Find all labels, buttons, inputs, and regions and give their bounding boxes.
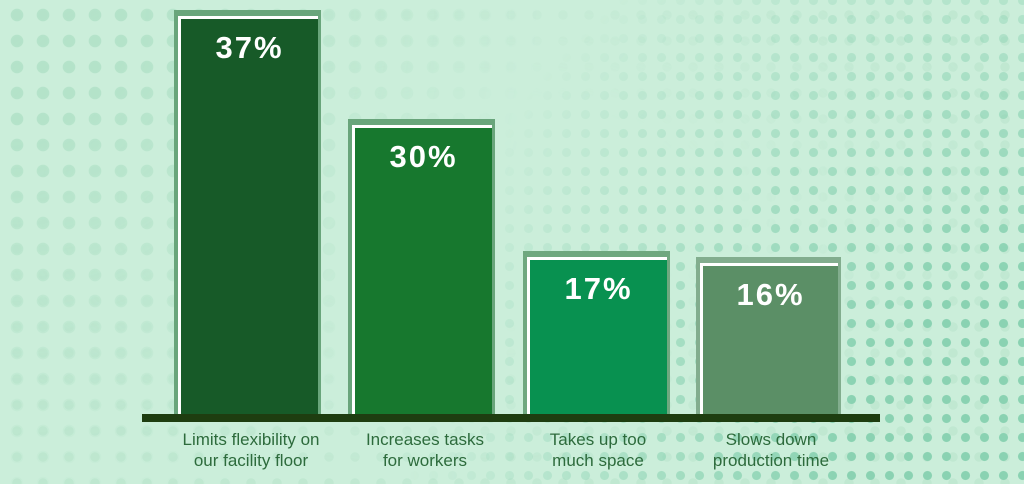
category-label: Increases tasks for workers <box>315 429 535 471</box>
category-label: Slows down production time <box>661 429 881 471</box>
category-label-line: production time <box>712 451 830 470</box>
category-label: Takes up too much space <box>488 429 708 471</box>
bar: 17% <box>527 257 667 415</box>
category-label-line: Slows down <box>725 430 817 449</box>
category-label-line: our facility floor <box>193 451 309 470</box>
category-label-line: Takes up too <box>549 430 647 449</box>
category-label-line: Limits flexibility on <box>182 430 320 449</box>
category-label-line: for workers <box>382 451 468 470</box>
bar-value-label: 30% <box>389 139 458 174</box>
bar: 37% <box>178 16 318 415</box>
bar-value-label: 37% <box>215 30 284 65</box>
bar: 16% <box>700 263 838 415</box>
bar: 30% <box>352 125 492 415</box>
category-label-line: much space <box>552 451 644 470</box>
bar-value-label: 16% <box>736 277 805 312</box>
category-label-line: Increases tasks <box>365 430 485 449</box>
bar-value-label: 17% <box>564 271 633 306</box>
baseline-axis <box>142 414 880 422</box>
category-label: Limits flexibility on our facility floor <box>141 429 361 471</box>
